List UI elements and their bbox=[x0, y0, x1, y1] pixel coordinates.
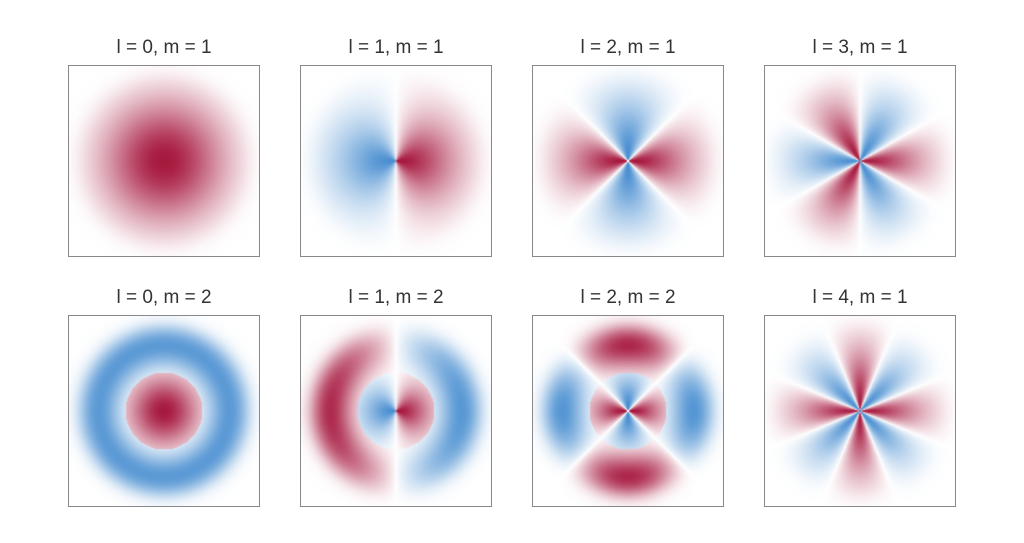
panel-7: l = 4, m = 1 bbox=[764, 287, 956, 507]
panel-3: l = 3, m = 1 bbox=[764, 37, 956, 257]
panel-1: l = 1, m = 1 bbox=[300, 37, 492, 257]
panel-6: l = 2, m = 2 bbox=[532, 287, 724, 507]
mode-plot-l1-m1 bbox=[300, 65, 492, 257]
panel-4: l = 0, m = 2 bbox=[68, 287, 260, 507]
panel-title: l = 0, m = 2 bbox=[116, 287, 211, 309]
panel-5: l = 1, m = 2 bbox=[300, 287, 492, 507]
panel-title: l = 2, m = 2 bbox=[580, 287, 675, 309]
mode-plot-l0-m1 bbox=[68, 65, 260, 257]
panel-0: l = 0, m = 1 bbox=[68, 37, 260, 257]
panel-title: l = 1, m = 2 bbox=[348, 287, 443, 309]
mode-plot-l1-m2 bbox=[300, 315, 492, 507]
mode-plot-l3-m1 bbox=[764, 65, 956, 257]
mode-plot-l0-m2 bbox=[68, 315, 260, 507]
panel-title: l = 0, m = 1 bbox=[116, 37, 211, 59]
panel-title: l = 4, m = 1 bbox=[812, 287, 907, 309]
panel-2: l = 2, m = 1 bbox=[532, 37, 724, 257]
mode-plot-l4-m1 bbox=[764, 315, 956, 507]
panel-title: l = 3, m = 1 bbox=[812, 37, 907, 59]
panel-title: l = 1, m = 1 bbox=[348, 37, 443, 59]
mode-plot-l2-m1 bbox=[532, 65, 724, 257]
panel-title: l = 2, m = 1 bbox=[580, 37, 675, 59]
mode-grid: l = 0, m = 1 l = 1, m = 1 l = 2, m = 1 l = … bbox=[68, 37, 956, 507]
mode-plot-l2-m2 bbox=[532, 315, 724, 507]
